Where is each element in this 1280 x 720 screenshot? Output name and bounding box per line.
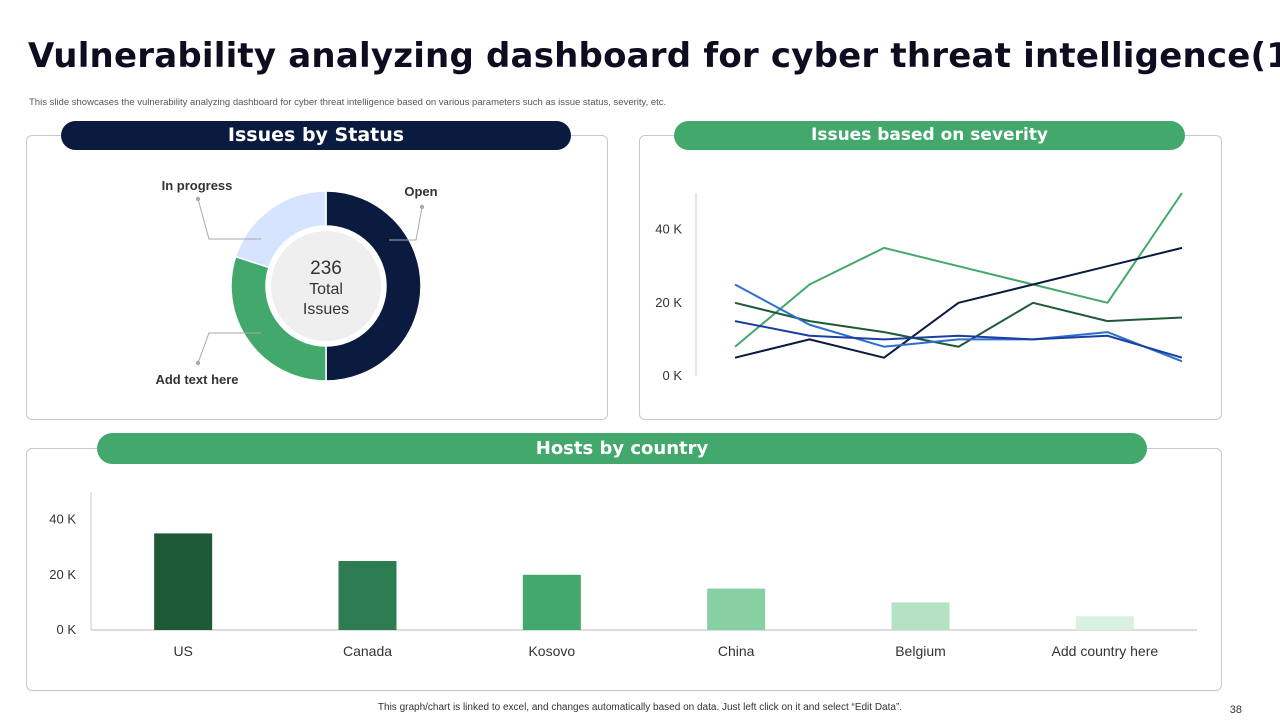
- bar-category-label: Kosovo: [528, 643, 575, 659]
- bar-category-label: Canada: [343, 643, 392, 659]
- hosts-bar-chart[interactable]: 0 K 20 K 40 K US Canada Kosovo China Belgium Ad…: [27, 465, 1219, 687]
- donut-leader-line: [197, 332, 261, 364]
- bar-belgium[interactable]: [891, 602, 950, 630]
- page-subtitle: This slide showcases the vulnerability a…: [29, 97, 667, 108]
- line-series-5[interactable]: [734, 320, 1183, 359]
- status-panel-header: Issues by Status: [61, 121, 571, 150]
- line-y-tick-label: 0 K: [662, 368, 682, 383]
- bar-add-country-here[interactable]: [1075, 616, 1134, 630]
- donut-leader-dot: [419, 204, 425, 210]
- line-series-3[interactable]: [734, 301, 1183, 348]
- bar-us[interactable]: [154, 533, 213, 630]
- donut-leader-line: [389, 206, 423, 241]
- donut-leader-line: [197, 198, 261, 240]
- donut-slice-in-progress[interactable]: [230, 255, 327, 382]
- bar-category-label: Belgium: [895, 643, 946, 659]
- donut-center-label-line1: Total: [309, 281, 343, 298]
- severity-line-chart[interactable]: 0 K 20 K 40 K: [640, 150, 1219, 416]
- line-series-2[interactable]: [734, 246, 1183, 359]
- bar-category-label: US: [173, 643, 192, 659]
- donut-slice-open[interactable]: [325, 190, 422, 382]
- donut-slice-add-text-here[interactable]: [234, 190, 327, 269]
- line-series-4[interactable]: [734, 283, 1183, 363]
- bar-y-tick-label: 40 K: [49, 512, 76, 527]
- line-y-tick-label: 20 K: [655, 295, 682, 310]
- bar-category-label: Add country here: [1052, 643, 1159, 659]
- donut-center-label-line2: Issues: [303, 301, 349, 318]
- bar-category-label: China: [718, 643, 755, 659]
- hosts-panel-header: Hosts by country: [97, 433, 1147, 464]
- line-y-tick-label: 40 K: [655, 222, 682, 237]
- bar-y-tick-label: 0 K: [56, 622, 76, 637]
- bar-canada[interactable]: [338, 561, 397, 630]
- bar-kosovo[interactable]: [522, 574, 581, 630]
- donut-center: [271, 231, 381, 341]
- page-title: Vulnerability analyzing dashboard for cy…: [28, 36, 1280, 76]
- donut-label-open: Open: [404, 184, 437, 199]
- footer-note: This graph/chart is linked to excel, and…: [377, 702, 903, 713]
- donut-center-value: 236: [310, 258, 342, 279]
- severity-panel-header: Issues based on severity: [674, 121, 1185, 150]
- donut-leader-dot: [195, 196, 201, 202]
- hosts-panel: [26, 448, 1222, 691]
- line-series-1[interactable]: [734, 192, 1183, 348]
- status-donut-chart[interactable]: 236 Total Issues Open In progress Add text h…: [27, 150, 605, 416]
- donut-leader-dot: [195, 360, 201, 366]
- bar-y-tick-label: 20 K: [49, 567, 76, 582]
- page-number: 38: [1229, 704, 1242, 716]
- bar-china[interactable]: [707, 588, 766, 630]
- donut-label-add-text-here: Add text here: [155, 372, 238, 387]
- donut-label-in-progress: In progress: [162, 178, 233, 193]
